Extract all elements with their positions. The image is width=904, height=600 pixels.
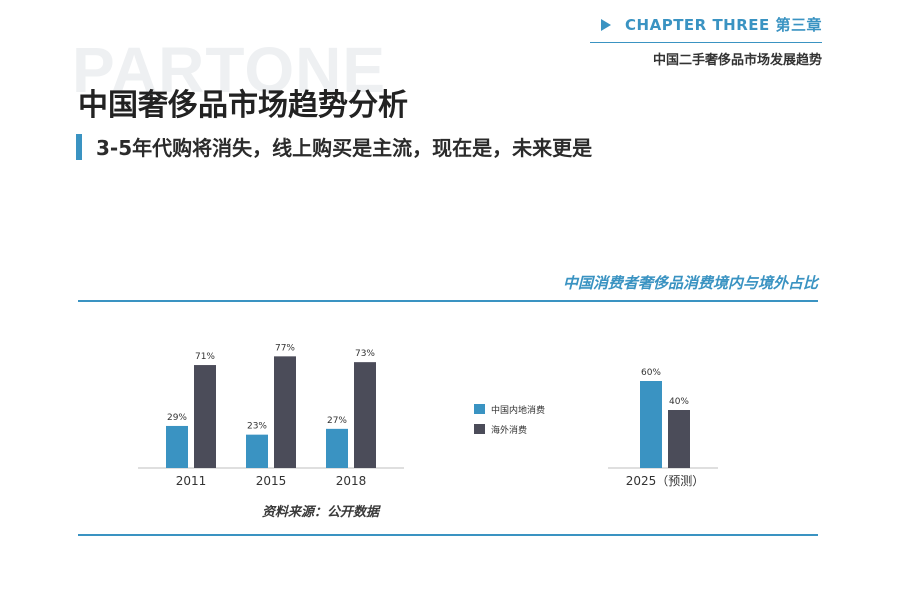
data-label: 60% (641, 368, 661, 378)
bar (326, 428, 348, 468)
source-note: 资料来源：公开数据 (262, 505, 380, 520)
chapter-subtitle: 中国二手奢侈品市场发展趋势 (652, 53, 822, 68)
bar (194, 365, 216, 468)
legend-label: 海外消费 (491, 424, 527, 436)
page-title: 中国奢侈品市场趋势分析 (78, 88, 408, 123)
legend-label: 中国内地消费 (491, 404, 545, 416)
chapter-divider (590, 42, 822, 43)
subtitle-row: 3-5年代购将消失，线上购买是主流，现在是，未来更是 (76, 132, 592, 161)
x-tick-label: 2018 (336, 474, 367, 488)
x-tick-label: 2011 (176, 474, 207, 488)
bar (354, 362, 376, 468)
bar (274, 356, 296, 468)
legend-swatch (474, 424, 485, 434)
legend-swatch (474, 404, 485, 414)
play-triangle-icon (601, 18, 612, 31)
chapter-label-row: CHAPTER THREE 第三章 (590, 14, 822, 35)
chart-bottom-rule (78, 534, 818, 536)
x-tick-label: 2015 (256, 474, 287, 488)
x-tick-label: 2025（预测） (626, 474, 705, 488)
chapter-header: CHAPTER THREE 第三章 中国二手奢侈品市场发展趋势 (590, 14, 822, 68)
subtitle-accent-bar (76, 133, 82, 160)
page-subtitle: 3-5年代购将消失，线上购买是主流，现在是，未来更是 (96, 136, 593, 160)
bar (668, 410, 690, 468)
data-label: 29% (167, 413, 187, 423)
bar (640, 381, 662, 468)
bar (166, 425, 188, 468)
chart-top-rule (78, 300, 818, 302)
data-label: 23% (247, 422, 267, 432)
data-label: 73% (355, 349, 375, 359)
data-label: 71% (195, 352, 215, 362)
bar (246, 434, 268, 468)
data-label: 40% (669, 397, 689, 407)
data-label: 77% (275, 343, 295, 353)
watermark: PARTONE (72, 34, 386, 106)
chart-title: 中国消费者奢侈品消费境内与境外占比 (562, 274, 818, 292)
chapter-label: CHAPTER THREE 第三章 (625, 16, 822, 34)
data-label: 27% (327, 416, 347, 426)
